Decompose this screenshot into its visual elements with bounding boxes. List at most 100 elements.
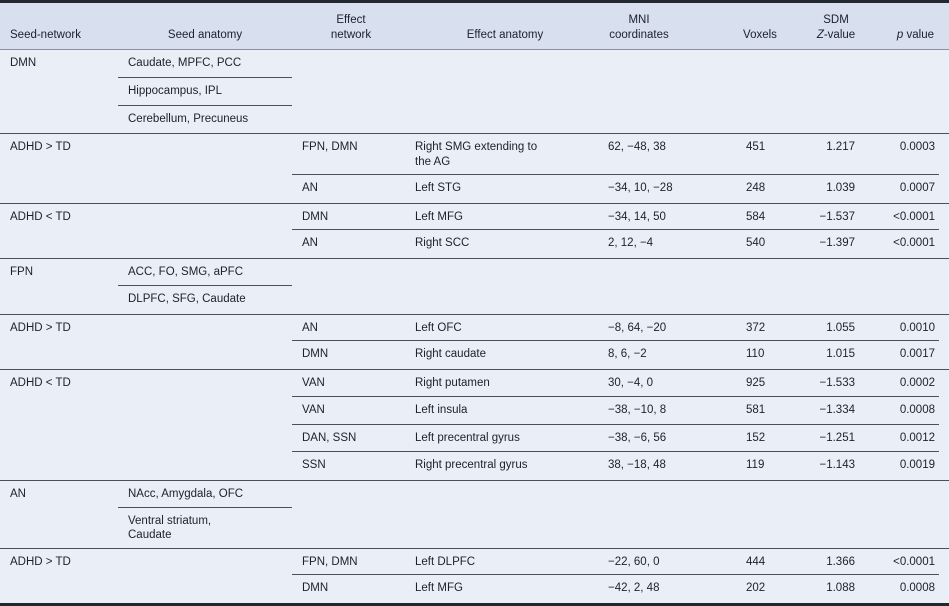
cell-seed-anatomy: NAcc, Amygdala, OFC — [118, 481, 292, 508]
table-row: Hippocampus, IPL — [0, 78, 949, 106]
table-row: AN Left STG −34, 10, −28 248 1.039 0.000… — [0, 175, 949, 203]
cell-mni-coordinates: −42, 2, 48 — [608, 582, 660, 595]
cell-effect-anatomy: Left STG — [415, 181, 462, 194]
cell-effect-anatomy: Left OFC — [410, 315, 600, 342]
cell-seed-anatomy: Hippocampus, IPL — [118, 78, 292, 106]
cell-sdm-z-value: −1.397 — [819, 237, 856, 250]
cell-effect-anatomy: Right SCC — [415, 237, 470, 250]
cell-effect-network: DAN, SSN — [292, 425, 410, 453]
cell-effect-network — [292, 481, 410, 508]
cell-sdm-z-value: 1.217 — [790, 134, 870, 175]
cell-sdm-z-value: −1.334 — [790, 397, 870, 425]
cell-effect-network: AN — [302, 181, 318, 194]
col-header-sdm-z-value: SDM Z-value — [790, 13, 870, 42]
cell-effect-network: VAN — [292, 370, 410, 397]
p-value-suffix: value — [906, 28, 935, 41]
cell-effect-anatomy: Right putamen — [410, 370, 600, 397]
cell-seed-anatomy — [118, 397, 292, 425]
table-row: ADHD > TD AN Left OFC −8, 64, −20 372 1.… — [0, 313, 949, 342]
cell-p-value: <0.0001 — [870, 549, 939, 576]
table-row: AN NAcc, Amygdala, OFC — [0, 480, 949, 508]
cell-seed-network: FPN — [10, 266, 33, 279]
cell-seed-anatomy: Cerebellum, Precuneus — [128, 112, 249, 125]
table-row: Cerebellum, Precuneus — [0, 106, 949, 134]
cell-voxels: 202 — [746, 582, 766, 595]
cell-effect-network: FPN, DMN — [292, 134, 410, 175]
cell-effect-anatomy — [410, 106, 600, 134]
cell-seed-network: ADHD > TD — [10, 555, 71, 568]
cell-voxels: 372 — [730, 315, 790, 342]
cell-p-value: 0.0007 — [899, 181, 935, 194]
cell-p-value: 0.0003 — [870, 134, 939, 175]
cell-effect-network: FPN, DMN — [292, 549, 410, 576]
cell-p-value: 0.0008 — [870, 397, 939, 425]
cell-sdm-z-value — [790, 259, 870, 286]
cell-seed-anatomy — [118, 370, 292, 397]
cell-seed-network — [10, 78, 118, 106]
cell-seed-network: AN — [10, 488, 26, 501]
cell-p-value: 0.0010 — [870, 315, 939, 342]
cell-sdm-z-value: 1.039 — [826, 181, 855, 194]
cell-p-value — [870, 481, 939, 508]
cell-p-value: 0.0002 — [870, 370, 939, 397]
cell-seed-network — [10, 106, 118, 134]
table-row: DMN Right caudate 8, 6, −2 110 1.015 0.0… — [0, 341, 949, 369]
cell-seed-network — [10, 397, 118, 425]
cell-seed-network: ADHD < TD — [10, 377, 71, 390]
cell-effect-anatomy: Left insula — [410, 397, 600, 425]
table-row: DMN Left MFG −42, 2, 48 202 1.088 0.0008 — [0, 575, 949, 603]
table-row: VAN Left insula −38, −10, 8 581 −1.334 0… — [0, 397, 949, 425]
cell-voxels — [730, 286, 790, 314]
table-row: Ventral striatum, Caudate — [0, 508, 949, 548]
cell-p-value: 0.0019 — [899, 459, 935, 472]
cell-p-value: <0.0001 — [870, 204, 939, 231]
table-row: ADHD > TD FPN, DMN Left DLPFC −22, 60, 0… — [0, 547, 949, 576]
col-header-effect-anatomy: Effect anatomy — [466, 28, 544, 41]
cell-seed-network — [10, 175, 118, 203]
cell-mni-coordinates: 30, −4, 0 — [600, 370, 730, 397]
cell-sdm-z-value — [790, 286, 870, 314]
cell-effect-network: AN — [292, 315, 410, 342]
col-header-effect-network: Effect network — [330, 14, 372, 41]
cell-voxels: 540 — [746, 237, 766, 250]
cell-sdm-z-value: 1.366 — [790, 549, 870, 576]
cell-voxels — [730, 50, 790, 78]
cell-mni-coordinates: −8, 64, −20 — [600, 315, 730, 342]
cell-p-value: <0.0001 — [893, 237, 935, 250]
table-row: AN Right SCC 2, 12, −4 540 −1.397 <0.000… — [0, 230, 949, 258]
col-header-mni-coordinates: MNI coordinates — [609, 14, 669, 41]
cell-seed-network — [10, 452, 118, 480]
cell-seed-anatomy — [118, 549, 292, 576]
cell-mni-coordinates — [600, 259, 730, 286]
cell-effect-network — [292, 259, 410, 286]
cell-seed-network — [10, 230, 118, 258]
cell-seed-anatomy — [118, 575, 292, 603]
cell-sdm-z-value — [790, 50, 870, 78]
z-italic: Z — [816, 28, 824, 41]
cell-p-value — [870, 50, 939, 78]
cell-p-value: 0.0017 — [899, 348, 935, 361]
cell-effect-anatomy — [410, 481, 600, 508]
cell-voxels — [730, 78, 790, 106]
cell-seed-anatomy — [118, 315, 292, 342]
cell-effect-anatomy: Left MFG — [410, 204, 600, 231]
table-row: DLPFC, SFG, Caudate — [0, 286, 949, 314]
cell-voxels: 119 — [746, 459, 765, 472]
cell-mni-coordinates: −38, −10, 8 — [600, 397, 730, 425]
cell-effect-network: SSN — [302, 459, 326, 472]
p-italic: p — [896, 28, 904, 41]
cell-seed-network — [10, 341, 118, 369]
cell-effect-anatomy: Right caudate — [415, 348, 486, 361]
cell-effect-network — [292, 50, 410, 78]
cell-effect-network — [292, 286, 410, 314]
cell-sdm-z-value: −1.143 — [819, 459, 856, 472]
cell-mni-coordinates: −22, 60, 0 — [600, 549, 730, 576]
cell-effect-network: DMN — [292, 204, 410, 231]
cell-mni-coordinates — [600, 78, 730, 106]
cell-mni-coordinates — [600, 50, 730, 78]
cell-voxels — [730, 481, 790, 508]
cell-p-value — [870, 259, 939, 286]
table-body: DMN Caudate, MPFC, PCC Hippocampus, IPL … — [0, 50, 949, 603]
cell-effect-anatomy: Right SMG extending to the AG — [410, 134, 600, 175]
cell-voxels — [730, 508, 790, 548]
